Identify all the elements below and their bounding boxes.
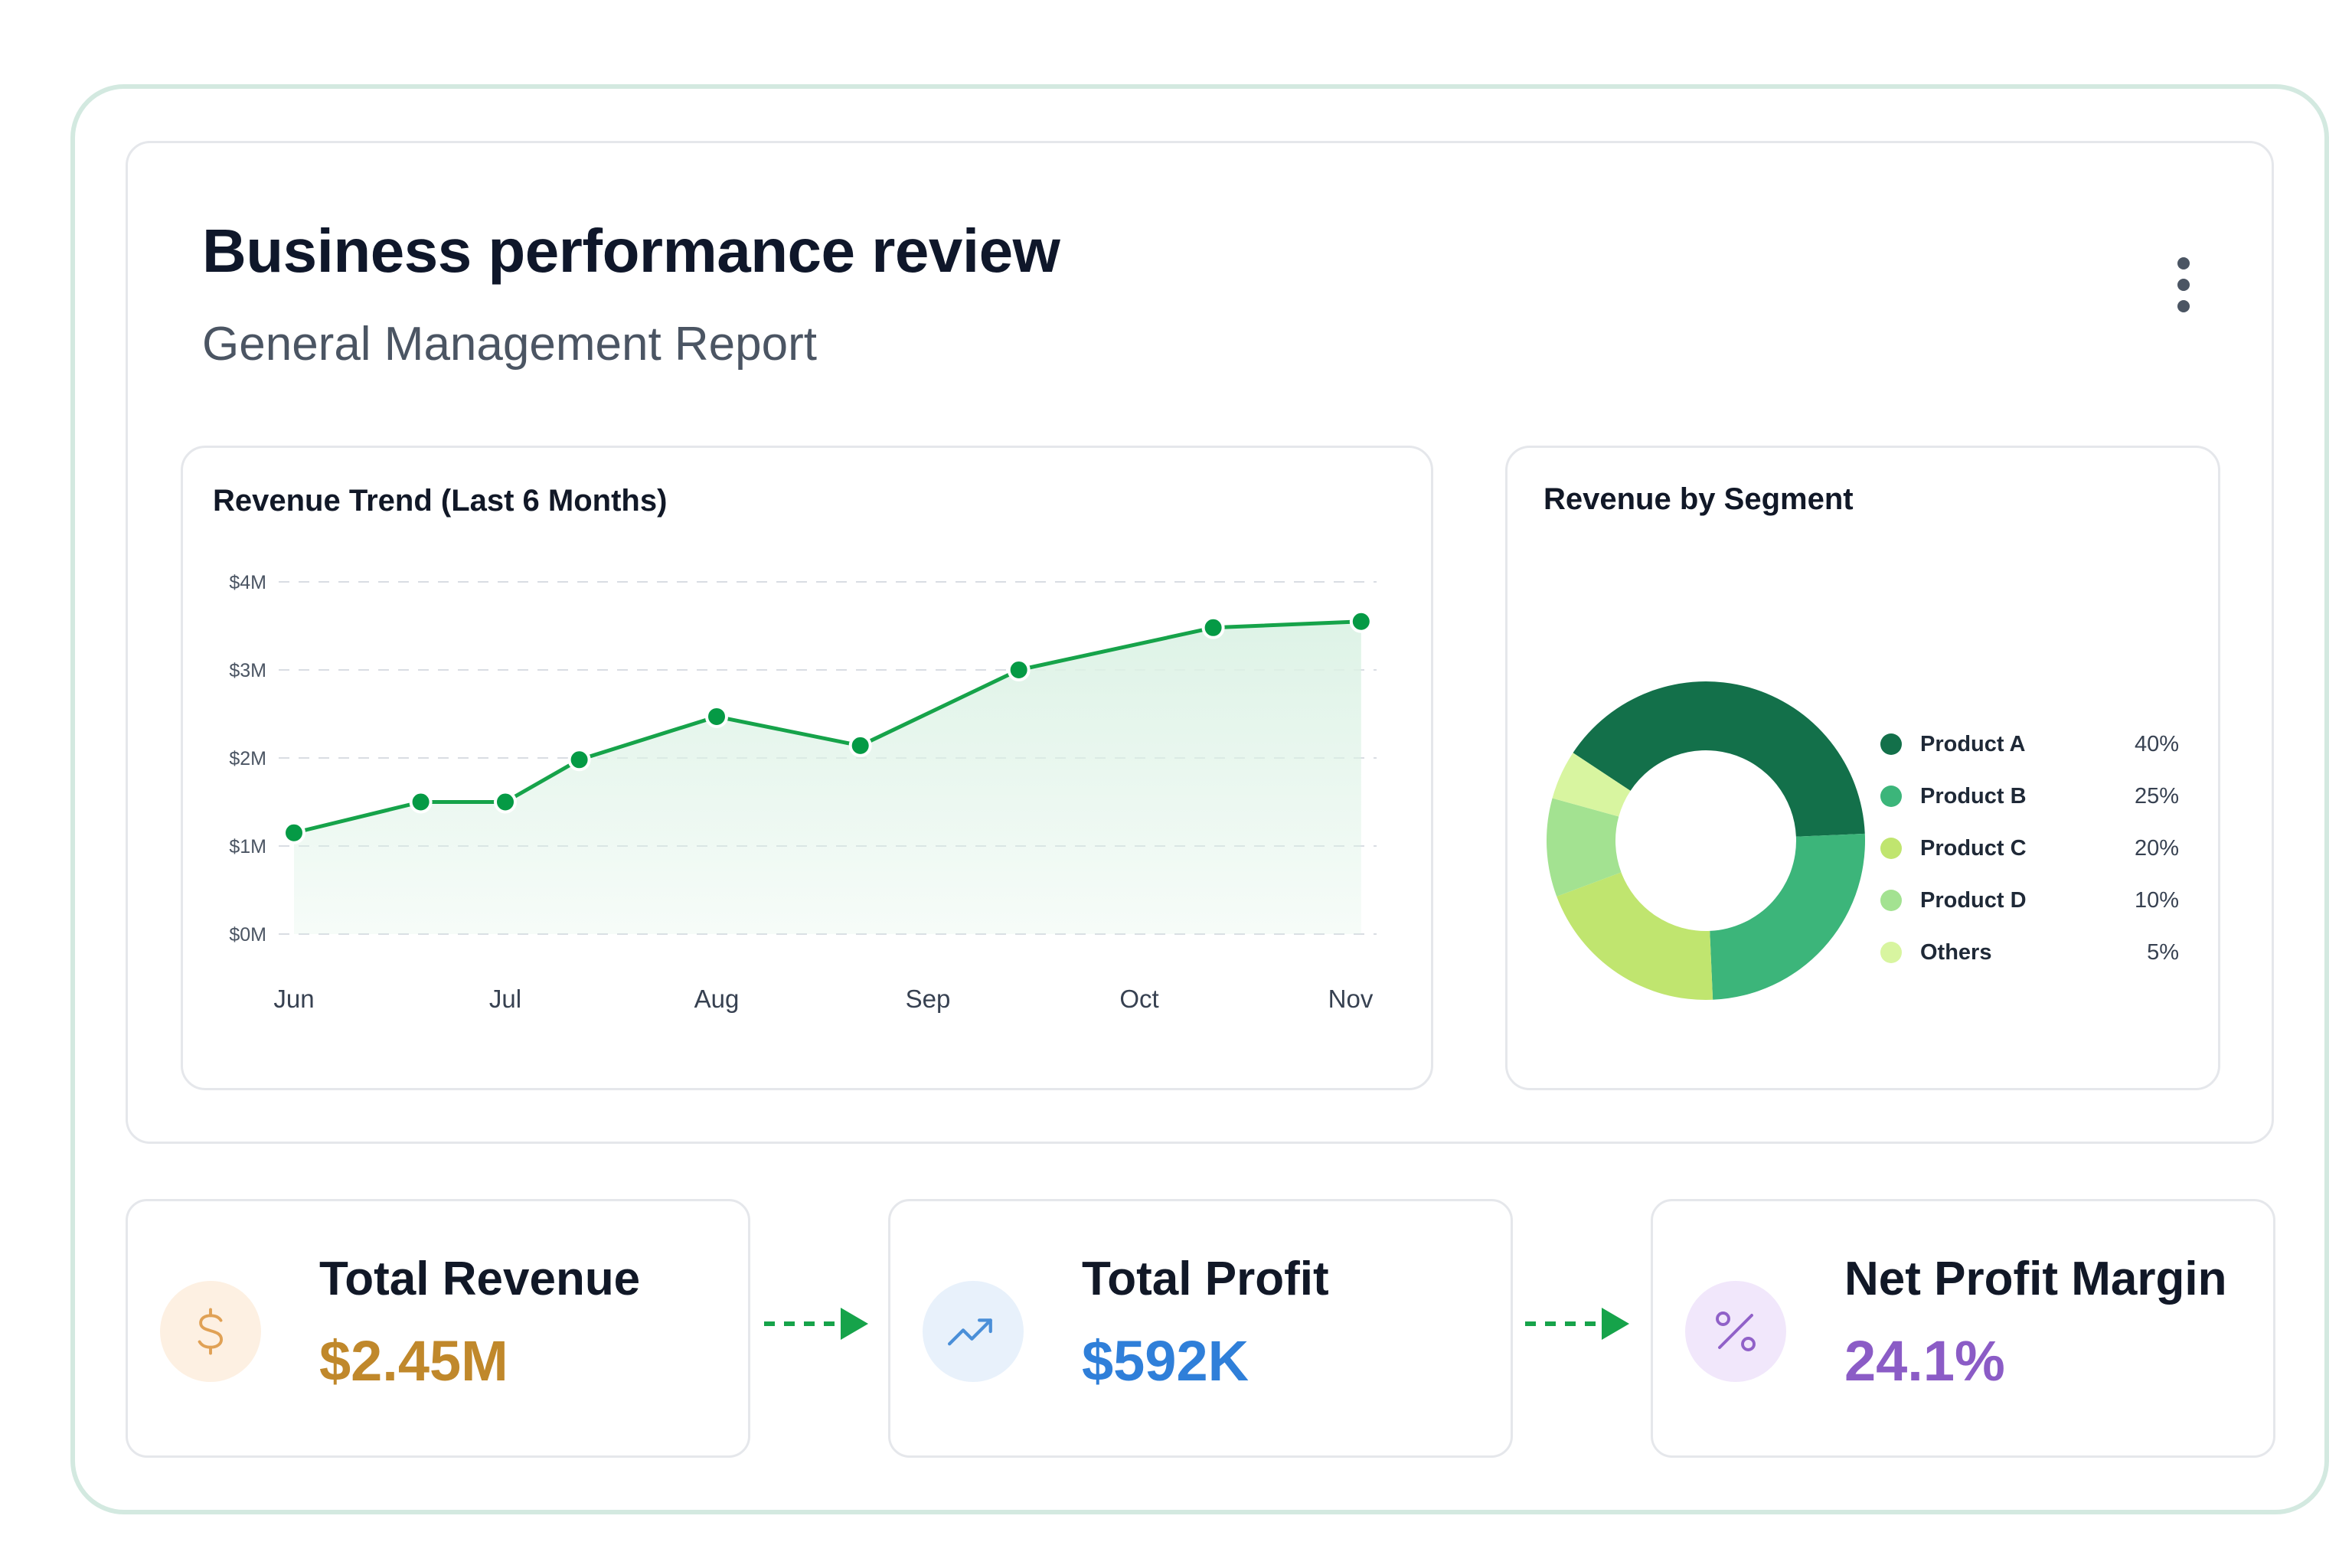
percent-icon [1685, 1281, 1786, 1382]
dollar-icon [160, 1281, 261, 1382]
x-tick-label: Oct [1119, 985, 1158, 1013]
legend-value: 20% [2134, 835, 2179, 861]
y-tick-label: $4M [229, 572, 266, 593]
more-vertical-icon[interactable] [2159, 253, 2208, 317]
legend-swatch [1880, 838, 1902, 859]
kpi-value: $2.45M [319, 1329, 508, 1393]
donut-slice[interactable] [1547, 798, 1622, 897]
data-point[interactable] [1007, 658, 1031, 681]
x-tick-label: Sep [906, 985, 951, 1013]
data-point[interactable] [494, 790, 517, 814]
legend-swatch [1880, 890, 1902, 911]
legend-label: Product A [1920, 731, 2026, 756]
more-dot [2177, 279, 2190, 291]
data-point[interactable] [409, 790, 433, 814]
y-tick-label: $1M [229, 836, 266, 858]
revenue-area [294, 621, 1361, 934]
kpi-label: Total Revenue [319, 1253, 641, 1305]
arrow-right-icon [1525, 1308, 1629, 1340]
kpi-card-total-profit: Total Profit $592K [888, 1199, 1513, 1458]
legend-swatch [1880, 942, 1902, 963]
kpi-label: Net Profit Margin [1844, 1253, 2227, 1305]
legend-item: Product C 20% [1880, 822, 2179, 874]
x-tick-label: Jul [489, 985, 521, 1013]
kpi-value: $592K [1082, 1329, 1250, 1393]
y-tick-label: $2M [229, 748, 266, 769]
kpi-label: Total Profit [1082, 1253, 1329, 1305]
donut-slice[interactable] [1552, 753, 1631, 817]
data-point[interactable] [848, 733, 872, 757]
legend-value: 40% [2134, 731, 2179, 756]
legend-swatch [1880, 733, 1902, 755]
legend-item: Others 5% [1880, 926, 2179, 978]
legend-item: Product A 40% [1880, 718, 2179, 770]
x-tick-label: Aug [694, 985, 740, 1013]
kpi-card-total-revenue: Total Revenue $2.45M [126, 1199, 750, 1458]
legend-item: Product B 25% [1880, 770, 2179, 822]
more-dot [2177, 300, 2190, 312]
arrow-right-icon [764, 1308, 868, 1340]
trending-up-icon [923, 1281, 1024, 1382]
segment-legend: Product A 40% Product B 25% Product C 20% Prod… [1880, 718, 2179, 978]
legend-label: Product C [1920, 835, 2027, 861]
kpi-card-net-profit-margin: Net Profit Margin 24.1% [1651, 1199, 2275, 1458]
revenue-segment-title: Revenue by Segment [1544, 482, 1854, 516]
legend-swatch [1880, 786, 1902, 807]
legend-value: 25% [2134, 783, 2179, 808]
x-tick-label: Nov [1328, 985, 1374, 1013]
x-tick-label: Jun [273, 985, 314, 1013]
kpi-value: 24.1% [1844, 1329, 2005, 1393]
legend-value: 10% [2134, 887, 2179, 913]
revenue-trend-title: Revenue Trend (Last 6 Months) [213, 484, 668, 518]
data-point[interactable] [567, 748, 591, 772]
legend-label: Product B [1920, 783, 2027, 808]
y-tick-label: $0M [229, 924, 266, 946]
donut-slice[interactable] [1710, 833, 1865, 1000]
more-dot [2177, 257, 2190, 270]
legend-value: 5% [2147, 939, 2179, 965]
legend-item: Product D 10% [1880, 874, 2179, 926]
data-point[interactable] [1349, 609, 1373, 633]
legend-label: Product D [1920, 887, 2027, 913]
donut-slice[interactable] [1557, 872, 1713, 1000]
donut-slice[interactable] [1573, 681, 1865, 837]
data-point[interactable] [1201, 616, 1225, 639]
data-point[interactable] [283, 821, 305, 844]
legend-label: Others [1920, 939, 1992, 965]
page-subtitle: General Management Report [202, 318, 818, 371]
data-point[interactable] [705, 704, 728, 728]
y-tick-label: $3M [229, 660, 266, 681]
page-title: Business performance review [202, 217, 1060, 285]
